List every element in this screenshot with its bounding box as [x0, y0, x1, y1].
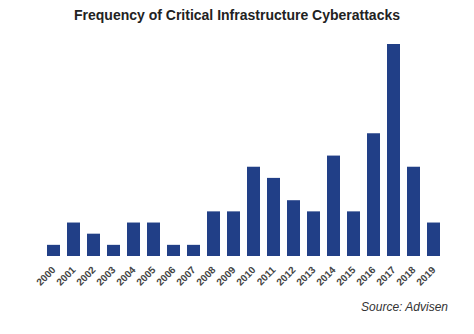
svg-text:2002: 2002 — [74, 264, 98, 288]
svg-text:2012: 2012 — [274, 264, 298, 288]
svg-text:2019: 2019 — [414, 264, 438, 288]
svg-text:2006: 2006 — [154, 264, 178, 288]
svg-text:2011: 2011 — [255, 264, 278, 287]
html-text:Frequency of Critical Infrastr: Frequency of Critical Infrastructure Cyb… — [74, 7, 400, 23]
html-text:Source: Advisen: Source: Advisen — [361, 300, 448, 314]
svg-text:2003: 2003 — [94, 264, 118, 288]
svg-text:2004: 2004 — [114, 264, 138, 288]
svg-text:2015: 2015 — [334, 264, 358, 288]
svg-text:2016: 2016 — [354, 264, 378, 288]
svg-text:2005: 2005 — [134, 264, 158, 288]
svg-text:2010: 2010 — [234, 264, 258, 288]
svg-text:2001: 2001 — [54, 264, 78, 288]
svg-text:2008: 2008 — [194, 264, 218, 288]
svg-text:2000: 2000 — [34, 264, 58, 288]
svg-text:2007: 2007 — [174, 264, 198, 288]
svg-text:2013: 2013 — [294, 264, 318, 288]
svg-text:2018: 2018 — [394, 264, 418, 288]
svg-text:2009: 2009 — [214, 264, 238, 288]
svg-text:2017: 2017 — [374, 264, 398, 288]
svg-text:2014: 2014 — [314, 264, 338, 288]
